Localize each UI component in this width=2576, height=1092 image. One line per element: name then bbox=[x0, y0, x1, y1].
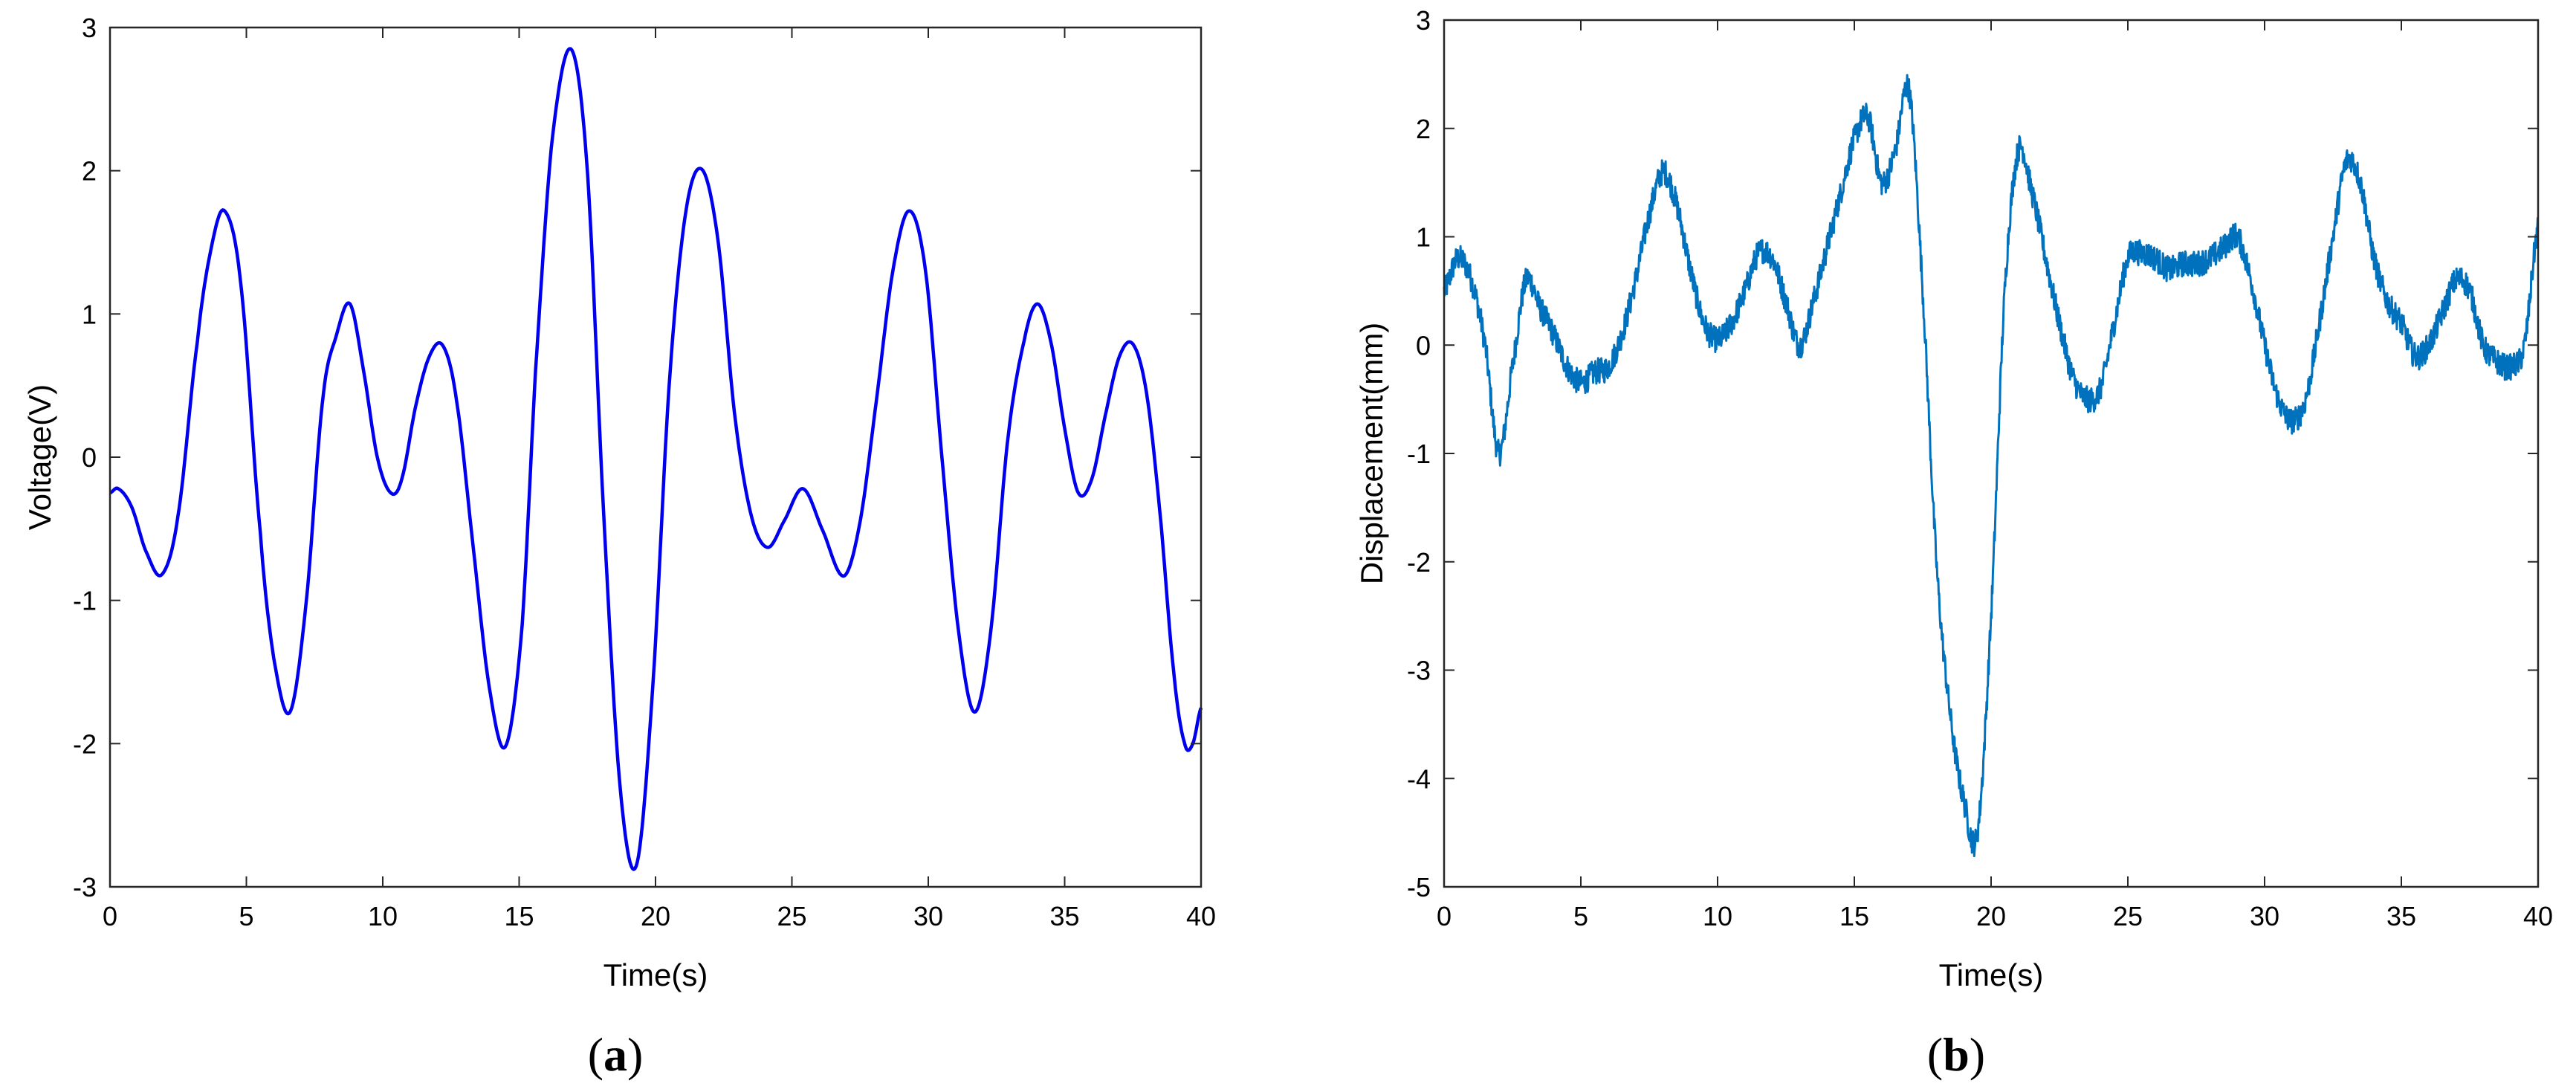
chart-b-ylabel: Displacement(mm) bbox=[1354, 323, 1389, 584]
chart-b-ytick-label: 1 bbox=[1416, 222, 1431, 253]
chart-b-xtick-label: 40 bbox=[2523, 901, 2553, 931]
chart-a-xtick-label: 35 bbox=[1049, 901, 1079, 931]
chart-b-xtick-label: 15 bbox=[1839, 901, 1869, 931]
chart-b-ytick-label: -2 bbox=[1407, 547, 1431, 578]
chart-a-ylabel: Voltage(V) bbox=[22, 384, 57, 530]
chart-b-series-line bbox=[1443, 74, 2540, 858]
chart-b-ytick-label: 2 bbox=[1416, 114, 1431, 144]
chart-a-axes-box bbox=[109, 26, 1203, 888]
chart-b-axes-box bbox=[1443, 19, 2540, 888]
chart-a-xlabel: Time(s) bbox=[603, 957, 708, 992]
chart-b-xtick-label: 20 bbox=[1976, 901, 2006, 931]
chart-a-ytick-label: -3 bbox=[73, 872, 97, 902]
chart-a-ytick-label: 0 bbox=[82, 442, 97, 473]
chart-a-ytick-label: 3 bbox=[82, 13, 97, 43]
chart-a-xtick-label: 0 bbox=[103, 901, 117, 931]
chart-b-ytick-label: -3 bbox=[1407, 656, 1431, 686]
chart-a: 0 5 10 15 20 25 30 35 40 -3 -2 -1 0 1 2 3 Time(s) Volta… bbox=[22, 13, 1216, 992]
caption-a: (a) bbox=[588, 1028, 644, 1081]
chart-b: 0 5 10 15 20 25 30 35 40 -5 -4 -3 -2 -1 0 1 2 3 Time(s) D… bbox=[1354, 5, 2553, 992]
chart-b-ytick-label: 3 bbox=[1416, 5, 1431, 36]
chart-a-xtick-label: 10 bbox=[368, 901, 398, 931]
chart-b-plot bbox=[1443, 74, 2540, 858]
chart-b-ytick-label: -4 bbox=[1407, 763, 1431, 794]
chart-a-xtick-label: 25 bbox=[777, 901, 806, 931]
chart-a-ticks: 0 5 10 15 20 25 30 35 40 -3 -2 -1 0 1 2 3 bbox=[73, 13, 1216, 931]
chart-b-xtick-label: 0 bbox=[1437, 901, 1452, 931]
chart-b-ticks: 0 5 10 15 20 25 30 35 40 -5 -4 -3 -2 -1 0 1 2 3 bbox=[1407, 5, 2553, 931]
chart-b-xtick-label: 5 bbox=[1573, 901, 1588, 931]
chart-a-ytick-label: 2 bbox=[82, 156, 97, 187]
chart-a-xtick-label: 30 bbox=[913, 901, 943, 931]
chart-b-ytick-label: -1 bbox=[1407, 439, 1431, 469]
chart-b-xtick-label: 10 bbox=[1703, 901, 1732, 931]
chart-b-ytick-label: -5 bbox=[1407, 872, 1431, 902]
chart-b-xtick-label: 25 bbox=[2113, 901, 2143, 931]
chart-a-plot bbox=[109, 47, 1203, 871]
chart-a-ytick-label: 1 bbox=[82, 299, 97, 329]
chart-b-xlabel: Time(s) bbox=[1939, 957, 2044, 992]
chart-a-xtick-label: 20 bbox=[641, 901, 670, 931]
chart-a-xtick-label: 40 bbox=[1186, 901, 1216, 931]
chart-a-xtick-label: 5 bbox=[239, 901, 253, 931]
chart-b-ytick-label: 0 bbox=[1416, 330, 1431, 361]
chart-a-ytick-label: -1 bbox=[73, 586, 97, 616]
caption-b: (b) bbox=[1927, 1028, 1985, 1081]
chart-a-ytick-label: -2 bbox=[73, 728, 97, 759]
chart-b-xtick-label: 35 bbox=[2386, 901, 2416, 931]
chart-a-series-line bbox=[109, 47, 1203, 871]
chart-b-xtick-label: 30 bbox=[2250, 901, 2279, 931]
chart-a-xtick-label: 15 bbox=[504, 901, 534, 931]
